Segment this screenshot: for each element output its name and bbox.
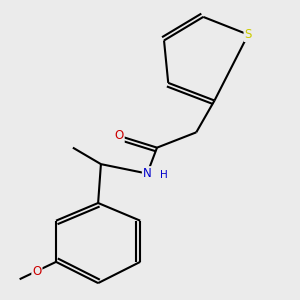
Text: O: O xyxy=(32,265,41,278)
Text: N: N xyxy=(143,167,152,180)
Text: O: O xyxy=(115,129,124,142)
Text: H: H xyxy=(160,170,167,180)
Text: S: S xyxy=(244,28,252,41)
